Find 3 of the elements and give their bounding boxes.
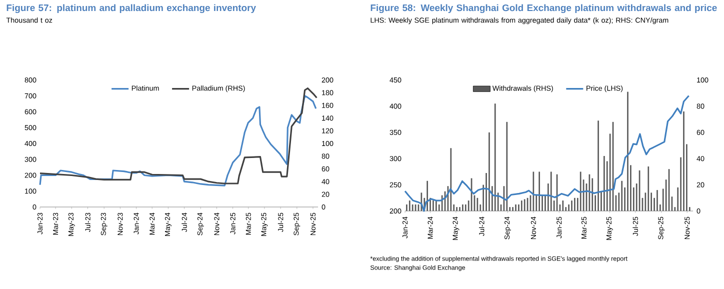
line-series — [404, 94, 690, 212]
chart-title: Figure 57: platinum and palladium exchange inventory — [6, 4, 256, 14]
chart-title: Figure 58: Weekly Shanghai Gold Exchange platinum withdrawals and price — [370, 4, 717, 14]
